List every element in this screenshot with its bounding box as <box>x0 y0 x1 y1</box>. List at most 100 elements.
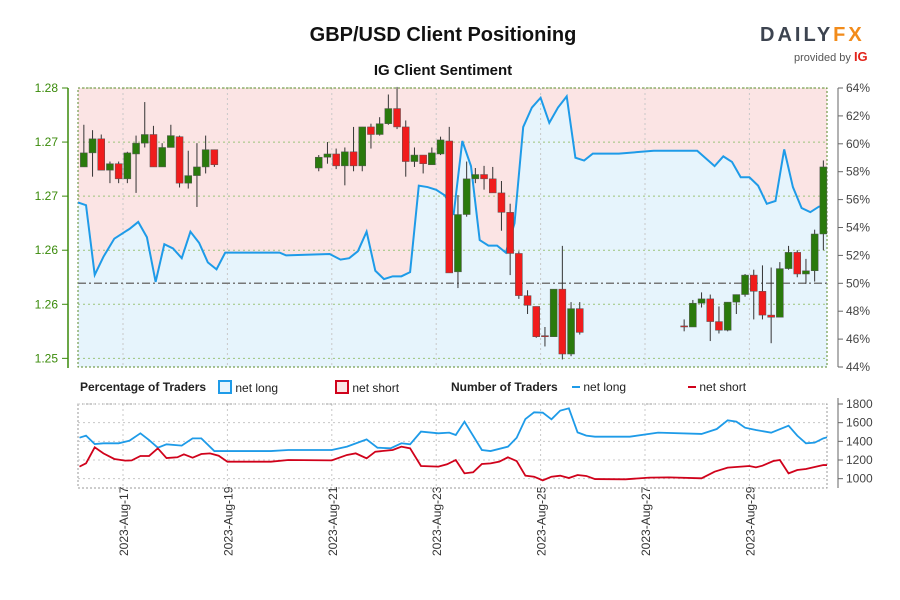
traders-tick-label: 1600 <box>846 416 873 430</box>
candle-up <box>167 135 175 148</box>
price-tick-label: 1.26 <box>35 243 59 257</box>
candle-up <box>123 152 132 180</box>
candle-up <box>358 126 366 167</box>
candle-down <box>680 325 688 328</box>
candle-down <box>750 274 758 292</box>
legend-pct-title: Percentage of Traders <box>80 380 207 394</box>
net-long-count-line <box>79 407 828 452</box>
legend-swatch-long-fill <box>218 380 232 394</box>
candle-up <box>428 152 436 166</box>
candle-down <box>332 153 340 167</box>
dailyfx-logo: DAILYFX provided by IG <box>760 24 870 64</box>
pct-tick-label: 58% <box>846 165 870 179</box>
candle-down <box>393 108 401 128</box>
legend-line-long <box>572 386 580 388</box>
candle-down <box>349 151 358 167</box>
legend-num-short: net short <box>688 380 746 394</box>
candle-down <box>210 149 219 166</box>
price-tick-label: 1.27 <box>35 135 59 149</box>
candle-down <box>767 314 775 318</box>
traders-tick-label: 1000 <box>846 472 873 486</box>
candle-up <box>436 139 445 155</box>
price-tick-label: 1.26 <box>35 297 59 311</box>
candle-down <box>445 140 453 274</box>
candle-down <box>419 154 427 164</box>
pct-tick-label: 60% <box>846 137 870 151</box>
pct-tick-label: 64% <box>846 81 870 95</box>
logo-provided-by: provided by <box>794 52 851 64</box>
candle-down <box>541 335 549 337</box>
candle-up <box>315 156 323 169</box>
candle-up <box>732 294 741 303</box>
candle-down <box>489 178 497 194</box>
date-tick-label: 2023-Aug-27 <box>639 486 653 556</box>
candle-down <box>480 174 488 180</box>
candle-up <box>567 308 575 355</box>
legend-num-long: net long <box>572 380 626 394</box>
candle-up <box>106 163 114 171</box>
pct-tick-label: 50% <box>846 276 870 290</box>
candle-up <box>723 301 732 331</box>
pct-tick-label: 54% <box>846 221 870 235</box>
candle-up <box>454 214 462 273</box>
candle-up <box>549 288 558 337</box>
date-tick-label: 2023-Aug-25 <box>535 486 549 556</box>
candle-up <box>471 174 480 180</box>
traders-tick-label: 1800 <box>846 397 873 411</box>
candle-down <box>532 306 540 337</box>
candle-up <box>462 178 471 215</box>
date-tick-label: 2023-Aug-17 <box>117 486 131 556</box>
net-short-count-line <box>79 445 827 482</box>
legend-label: net long <box>235 381 279 395</box>
legend-label: net long <box>583 380 627 394</box>
candle-up <box>819 166 828 235</box>
legend-pct-short: net short <box>335 380 399 395</box>
traders-plot-frame <box>77 403 828 489</box>
candle-down <box>175 136 184 184</box>
candle-down <box>576 308 584 333</box>
candle-up <box>341 151 349 167</box>
candle-up <box>184 175 192 184</box>
legend-label: net short <box>352 381 400 395</box>
date-tick-label: 2023-Aug-29 <box>743 486 757 556</box>
candle-down <box>497 192 506 213</box>
candle-up <box>784 252 793 269</box>
legend-swatch-short-fill <box>335 380 349 394</box>
legend-num-title: Number of Traders <box>451 380 558 394</box>
candle-up <box>689 302 697 328</box>
price-tick-label: 1.28 <box>35 81 59 95</box>
pct-tick-label: 44% <box>846 360 870 374</box>
pct-tick-label: 46% <box>846 332 870 346</box>
traders-tick-label: 1400 <box>846 434 873 448</box>
candle-down <box>793 252 801 275</box>
chart-subtitle: IG Client Sentiment <box>373 62 513 79</box>
ig-logo: IG <box>853 49 868 64</box>
candle-down <box>97 138 105 171</box>
candle-up <box>132 142 140 155</box>
candle-up <box>375 123 384 135</box>
candle-down <box>715 321 723 331</box>
traders-tick-label: 1200 <box>846 453 873 467</box>
candle-up <box>697 298 706 304</box>
candle-down <box>506 212 514 254</box>
candle-down <box>523 295 532 306</box>
candle-up <box>802 270 810 275</box>
candle-up <box>384 108 393 124</box>
candle-down <box>367 126 375 135</box>
candle-up <box>141 134 149 144</box>
legend-label: net short <box>699 380 747 394</box>
legend-pct-long: net long <box>218 380 278 395</box>
chart-title: GBP/USD Client Positioning <box>309 24 577 46</box>
candle-down <box>558 288 567 355</box>
logo-text-fx: FX <box>833 24 865 46</box>
candle-down <box>149 134 158 168</box>
pct-tick-label: 56% <box>846 193 870 207</box>
price-tick-label: 1.27 <box>35 189 59 203</box>
candle-up <box>741 274 749 295</box>
legend-line-short <box>688 386 696 388</box>
date-tick-label: 2023-Aug-21 <box>326 486 340 556</box>
candle-down <box>114 163 123 180</box>
candle-up <box>193 166 201 176</box>
candle-down <box>402 126 410 162</box>
